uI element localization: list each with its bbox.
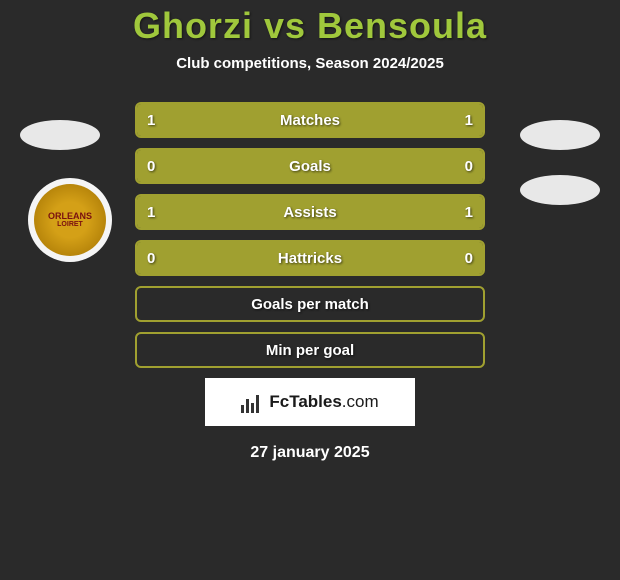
club-left-badge: ORLEANS LOIRET bbox=[28, 178, 112, 262]
club-badge-sub: LOIRET bbox=[57, 221, 83, 228]
stat-label: Goals per match bbox=[251, 296, 369, 313]
stat-value-left: 0 bbox=[147, 158, 155, 175]
stat-row: Goals per match bbox=[135, 286, 485, 322]
footer-logo[interactable]: FcTables.com bbox=[205, 378, 415, 426]
stat-label: Matches bbox=[280, 112, 340, 129]
comparison-card: Ghorzi vs Bensoula Club competitions, Se… bbox=[0, 0, 620, 462]
stat-row: 0 0 Hattricks bbox=[135, 240, 485, 276]
stat-row: Min per goal bbox=[135, 332, 485, 368]
stat-value-right: 0 bbox=[465, 158, 473, 175]
stat-label: Hattricks bbox=[278, 250, 342, 267]
footer-suffix: .com bbox=[342, 392, 379, 411]
player-left-avatar bbox=[20, 120, 100, 150]
stat-label: Min per goal bbox=[266, 342, 354, 359]
club-right-placeholder bbox=[520, 175, 600, 205]
subtitle: Club competitions, Season 2024/2025 bbox=[0, 55, 620, 72]
stat-row: 1 1 Matches bbox=[135, 102, 485, 138]
player-right-avatar bbox=[520, 120, 600, 150]
stat-row: 0 0 Goals bbox=[135, 148, 485, 184]
stat-row: 1 1 Assists bbox=[135, 194, 485, 230]
stat-value-left: 1 bbox=[147, 204, 155, 221]
bar-chart-icon bbox=[241, 391, 263, 413]
stat-label: Goals bbox=[289, 158, 331, 175]
stat-fill-left bbox=[137, 150, 310, 182]
stat-value-right: 0 bbox=[465, 250, 473, 267]
stat-value-left: 1 bbox=[147, 112, 155, 129]
stat-value-right: 1 bbox=[465, 204, 473, 221]
club-badge-inner: ORLEANS LOIRET bbox=[34, 184, 106, 256]
stat-value-left: 0 bbox=[147, 250, 155, 267]
stat-fill-right bbox=[310, 150, 483, 182]
club-badge-text: ORLEANS bbox=[48, 212, 92, 221]
stat-label: Assists bbox=[283, 204, 336, 221]
footer-logo-text: FcTables.com bbox=[269, 392, 378, 412]
stat-value-right: 1 bbox=[465, 112, 473, 129]
page-title: Ghorzi vs Bensoula bbox=[0, 5, 620, 47]
date-label: 27 january 2025 bbox=[0, 444, 620, 462]
footer-brand: FcTables bbox=[269, 392, 341, 411]
